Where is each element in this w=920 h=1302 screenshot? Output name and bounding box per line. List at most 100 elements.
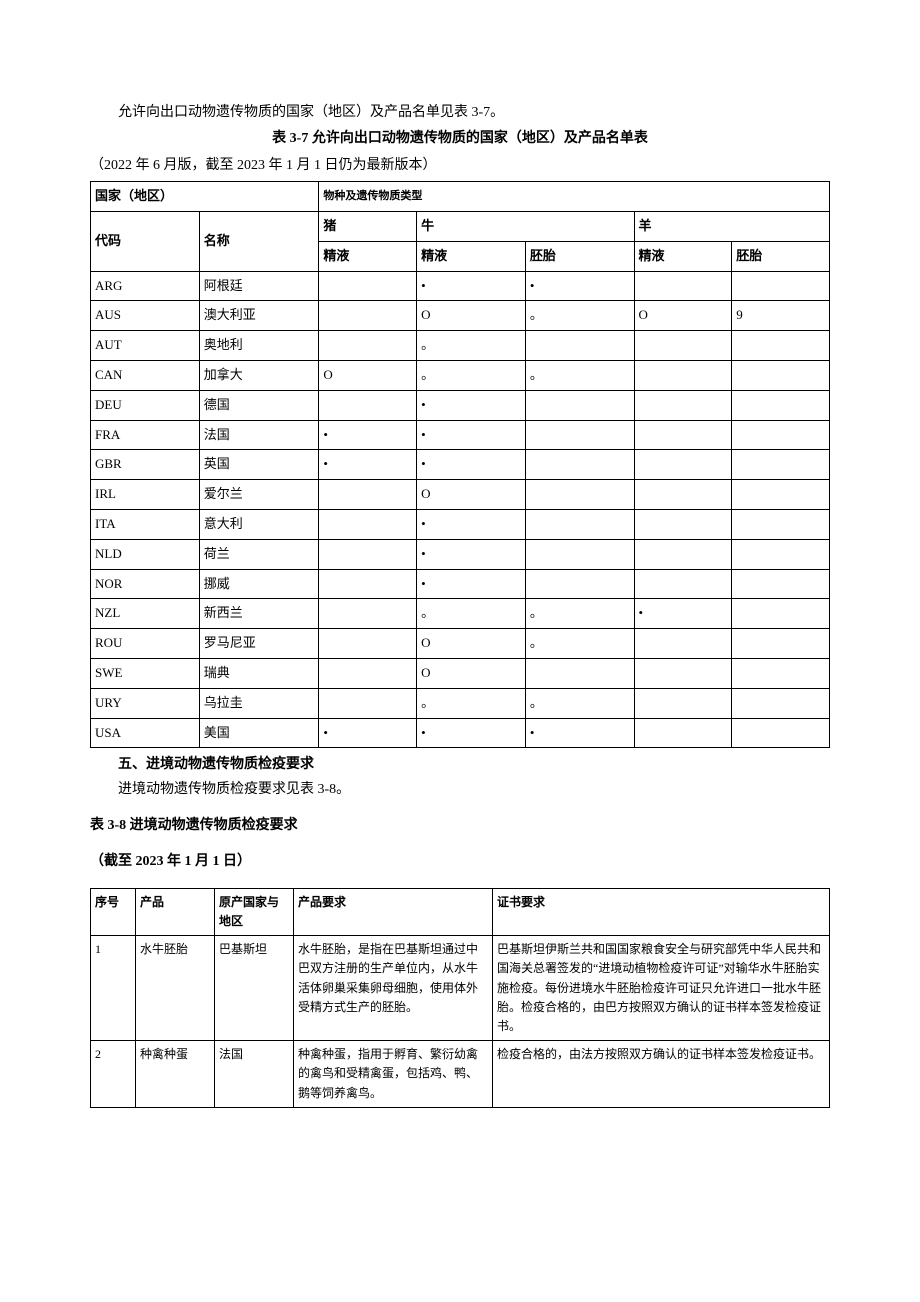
table-cell [732,539,830,569]
table-cell: • [319,718,417,748]
table-row: NLD荷兰• [91,539,830,569]
th38-origin: 原产国家与地区 [215,888,294,935]
table-row: 2种禽种蛋法国种禽种蛋，指用于孵育、繁衍幼禽的禽鸟和受精禽蛋，包括鸡、鸭、鹅等饲… [91,1041,830,1108]
th38-prod-req: 产品要求 [294,888,493,935]
table-cell: • [417,718,526,748]
table-cell: 。 [525,360,634,390]
table-cell: 英国 [199,450,319,480]
table-cell [634,688,732,718]
intro-line: 允许向出口动物遗传物质的国家（地区）及产品名单见表 3-7。 [90,102,830,124]
th-pig: 猪 [319,211,417,241]
table-cell [732,480,830,510]
table-cell: NOR [91,569,200,599]
table-cell [525,331,634,361]
table-cell: 意大利 [199,509,319,539]
table-row: NZL新西兰。。• [91,599,830,629]
table-cell [319,539,417,569]
table-cell [634,271,732,301]
table-cell [732,718,830,748]
table-cell: 。 [417,331,526,361]
table-cell [525,509,634,539]
table37-head-row2: 代码 名称 猪 牛 羊 [91,211,830,241]
table-cell: • [417,420,526,450]
table37-head-row1: 国家（地区） 物种及遗传物质类型 [91,182,830,212]
table-row: NOR挪威• [91,569,830,599]
table-cell: • [417,539,526,569]
table38-version: （截至 2023 年 1 月 1 日） [90,851,830,873]
table-row: GBR英国•• [91,450,830,480]
table-cell [319,658,417,688]
table-cell [525,420,634,450]
th-name: 名称 [199,211,319,271]
table-cell [732,629,830,659]
table-cell: • [417,390,526,420]
table-cell [634,480,732,510]
table-row: AUT奥地利。 [91,331,830,361]
table-cell: O [417,658,526,688]
table-cell [319,480,417,510]
table-cell [525,539,634,569]
table-cell [525,450,634,480]
section5-title: 五、进境动物遗传物质检疫要求 [90,754,830,776]
table-cell [319,301,417,331]
table-cell: 种禽种蛋 [136,1041,215,1108]
table-cell [634,450,732,480]
table-cell [732,420,830,450]
table-cell: 水牛胚胎，是指在巴基斯坦通过中巴双方注册的生产单位内，从水牛活体卵巢采集卵母细胞… [294,936,493,1041]
table37-version: （2022 年 6 月版，截至 2023 年 1 月 1 日仍为最新版本） [90,155,830,177]
table-cell: O [319,360,417,390]
table-row: SWE瑞典O [91,658,830,688]
table-cell [525,480,634,510]
table-cell: • [525,718,634,748]
table-3-8: 序号 产品 原产国家与地区 产品要求 证书要求 1水牛胚胎巴基斯坦水牛胚胎，是指… [90,888,830,1108]
table-cell: • [417,450,526,480]
table-cell: 2 [91,1041,136,1108]
table-cell [732,360,830,390]
table-cell: 法国 [199,420,319,450]
table-row: USA美国••• [91,718,830,748]
table37-caption: 表 3-7 允许向出口动物遗传物质的国家（地区）及产品名单表 [90,128,830,150]
table-cell: 。 [525,301,634,331]
table-cell: 法国 [215,1041,294,1108]
table-3-7: 国家（地区） 物种及遗传物质类型 代码 名称 猪 牛 羊 精液 精液 胚胎 精液… [90,181,830,748]
table-cell: AUT [91,331,200,361]
table-cell: 瑞典 [199,658,319,688]
table-cell: 。 [525,599,634,629]
th-species-type: 物种及遗传物质类型 [319,182,830,212]
table-cell: 德国 [199,390,319,420]
table-cell: 荷兰 [199,539,319,569]
table-cell: ROU [91,629,200,659]
table-row: CAN加拿大O。。 [91,360,830,390]
table-cell [732,271,830,301]
section5-line: 进境动物遗传物质检疫要求见表 3-8。 [90,779,830,801]
table-row: DEU德国 • [91,390,830,420]
table-cell [634,658,732,688]
table-cell: 。 [417,599,526,629]
th-code: 代码 [91,211,200,271]
table-cell: 乌拉圭 [199,688,319,718]
th-cattle-embryo: 胚胎 [525,241,634,271]
table-cell: 巴基斯坦伊斯兰共和国国家粮食安全与研究部凭中华人民共和国海关总署签发的“进境动植… [493,936,830,1041]
table-row: ROU罗马尼亚O。 [91,629,830,659]
table-cell [732,450,830,480]
table-cell: • [417,569,526,599]
table-cell: URY [91,688,200,718]
th-sheep: 羊 [634,211,829,241]
table-cell: DEU [91,390,200,420]
table-cell: O [417,301,526,331]
table-cell [732,599,830,629]
table-cell [634,509,732,539]
table-cell: 爱尔兰 [199,480,319,510]
table-cell [525,390,634,420]
th-sheep-semen: 精液 [634,241,732,271]
table-cell [319,629,417,659]
table-cell: CAN [91,360,200,390]
table-cell [634,718,732,748]
table-cell [634,360,732,390]
table-cell: FRA [91,420,200,450]
table-row: AUS澳大利亚O。O9 [91,301,830,331]
table38-head-row: 序号 产品 原产国家与地区 产品要求 证书要求 [91,888,830,935]
th-country-region: 国家（地区） [91,182,319,212]
table-cell: • [319,420,417,450]
table-cell [319,509,417,539]
